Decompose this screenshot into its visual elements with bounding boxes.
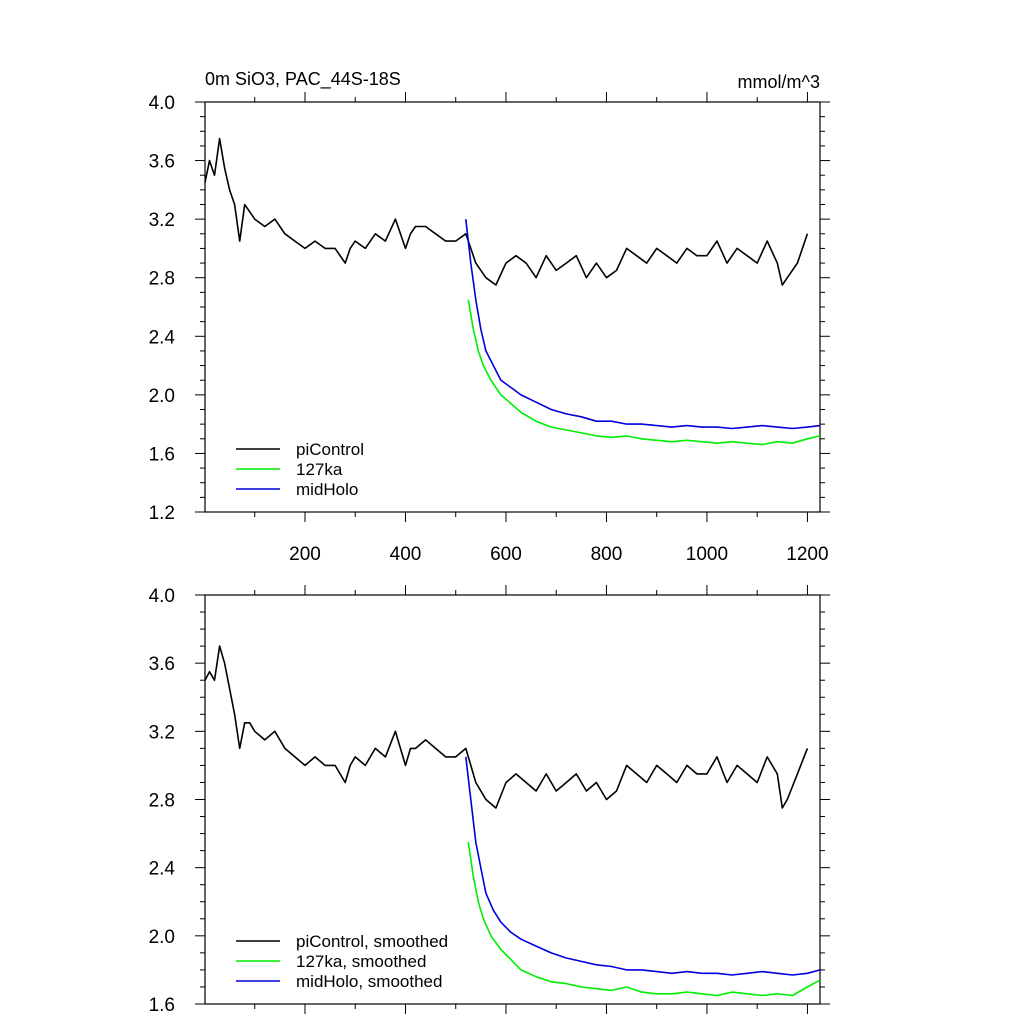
y-tick-label: 2.0 [149, 386, 175, 407]
y-tick-label: 1.2 [149, 503, 175, 524]
legend-label: piControl, smoothed [296, 932, 448, 951]
y-tick-label: 2.4 [149, 859, 176, 880]
x-tick-label: 400 [390, 544, 422, 565]
series-line-2 [467, 299, 821, 446]
units-label: mmol/m^3 [738, 72, 820, 92]
x-tick-label: 600 [490, 544, 522, 565]
y-tick-label: 4.0 [149, 586, 175, 607]
top-panel: 1.2 1.6 2.0 2.4 2.8 3.2 3.6 4.0 200 400 600 800 1000… [149, 69, 830, 565]
legend-label: midHolo, smoothed [296, 972, 442, 991]
legend-label: midHolo [296, 480, 358, 499]
chart-title: 0m SiO3, PAC_44S-18S [205, 69, 401, 90]
y-tick-label: 2.0 [149, 927, 175, 948]
legend-label: 127ka [296, 460, 343, 479]
y-tick-label: 3.2 [149, 210, 175, 231]
y-tick-label: 2.8 [149, 791, 175, 812]
legend-label: 127ka, smoothed [296, 952, 426, 971]
legend-label: piControl [296, 440, 364, 459]
x-tick-label: 800 [591, 544, 623, 565]
y-tick-label: 3.6 [149, 152, 175, 173]
series-line-1 [204, 645, 809, 809]
series-line-3 [465, 756, 821, 976]
series-line-2 [467, 841, 821, 997]
y-tick-label: 1.6 [149, 995, 175, 1016]
y-tick-label: 3.2 [149, 722, 175, 743]
y-tick-label: 2.8 [149, 269, 175, 290]
x-tick-label: 200 [289, 544, 321, 565]
y-tick-label: 2.4 [149, 327, 176, 348]
y-tick-label: 3.6 [149, 654, 175, 675]
y-tick-label: 1.6 [149, 444, 175, 465]
series-line-3 [465, 219, 821, 430]
y-tick-label: 4.0 [149, 93, 175, 114]
bottom-panel: 1.6 2.0 2.4 2.8 3.2 3.6 4.0 piControl, smoothed… [149, 585, 830, 1016]
x-tick-label: 1000 [686, 544, 728, 565]
x-tick-label: 1200 [786, 544, 828, 565]
series-line-1 [204, 137, 809, 286]
